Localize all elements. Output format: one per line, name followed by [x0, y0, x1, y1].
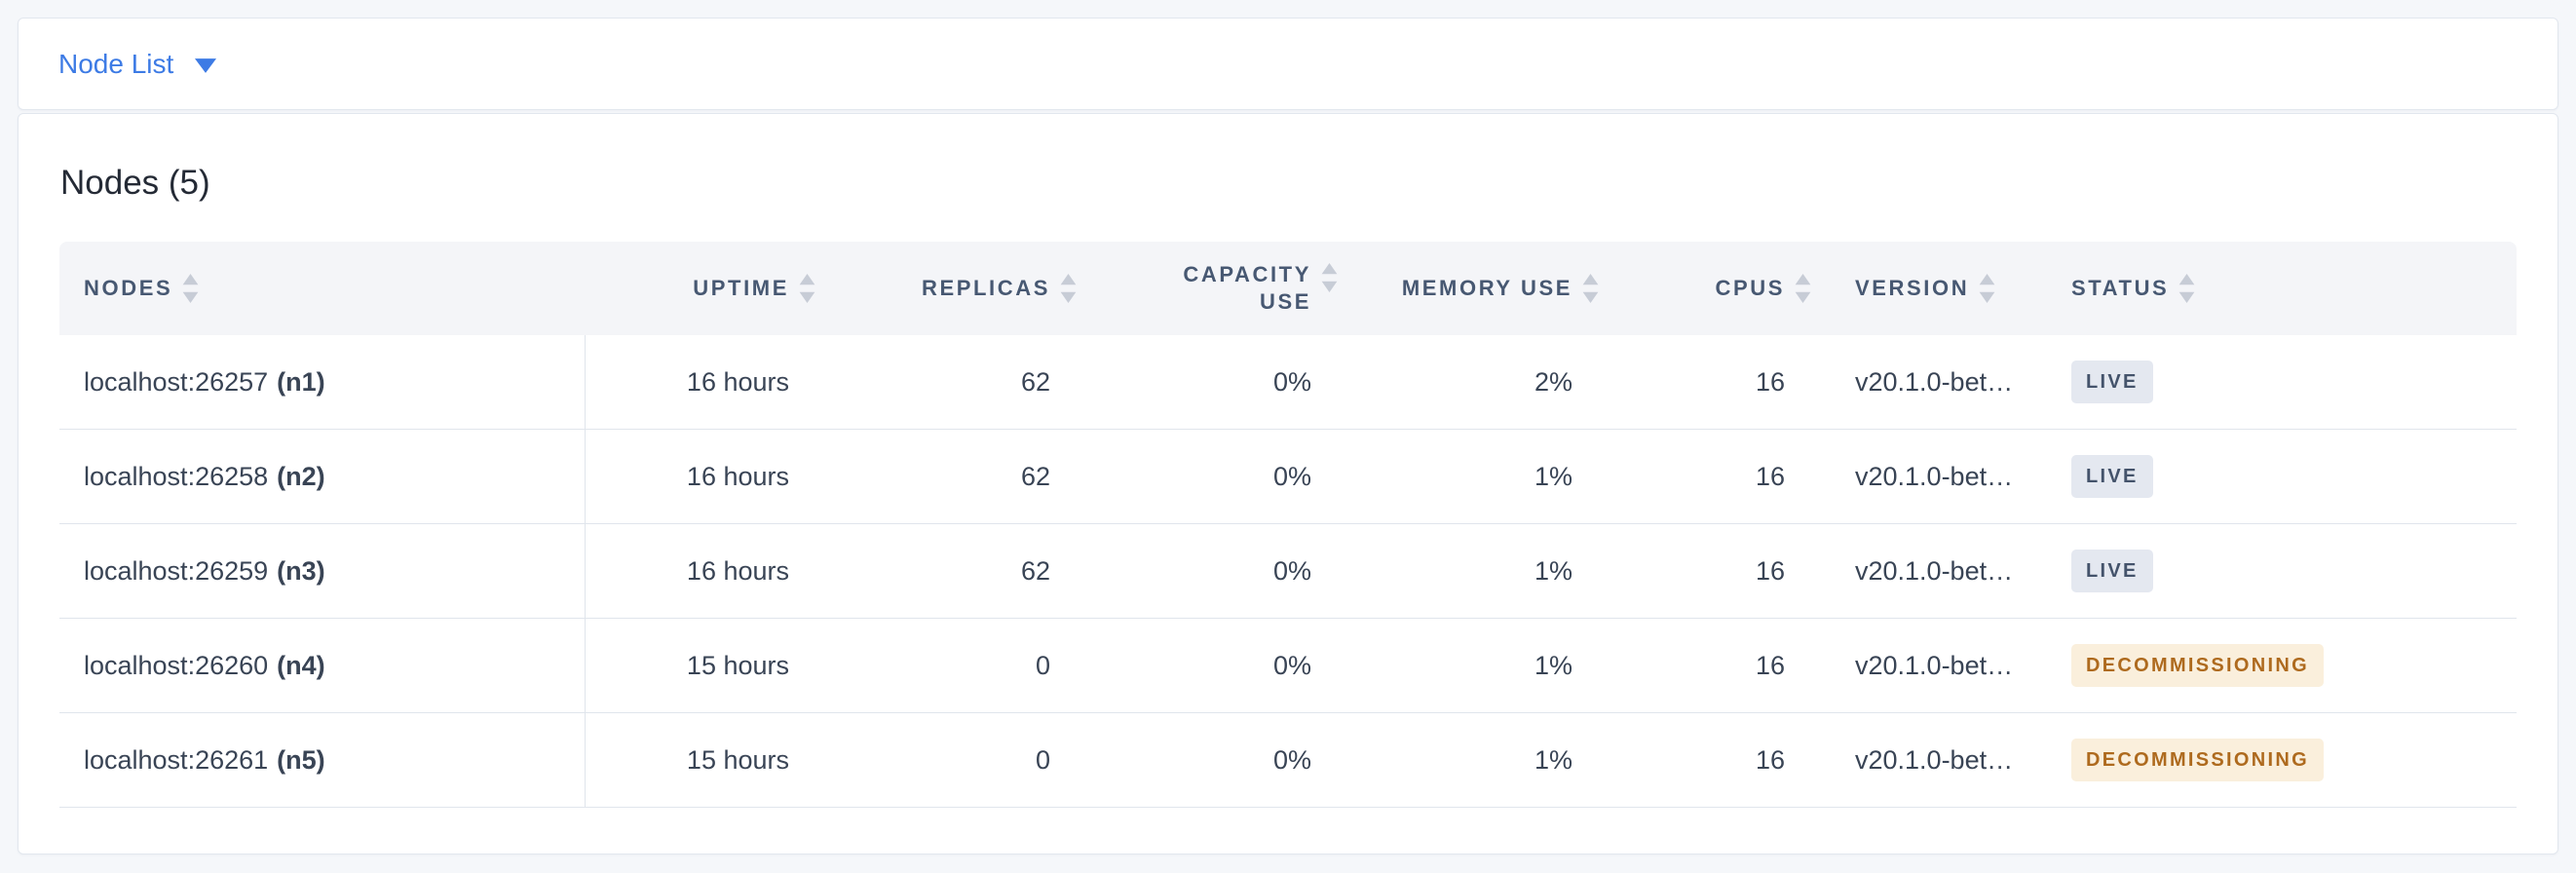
sort-icon	[1321, 263, 1338, 293]
page-title: Nodes (5)	[60, 164, 210, 202]
replicas-cell: 62	[1020, 461, 1050, 491]
node-id: (n1)	[277, 366, 325, 397]
sort-icon	[182, 274, 199, 304]
column-header-replicas[interactable]: REPLICAS	[824, 242, 1085, 335]
version-cell: v20.1.0-bet…	[1855, 461, 2014, 491]
nodes-cell: localhost:26261 (n5)	[59, 713, 586, 808]
column-header-status[interactable]: STATUS	[2064, 242, 2517, 335]
node-address: localhost:26258	[84, 461, 269, 491]
view-selector-label: Node List	[58, 48, 174, 79]
memory-use-cell: 1%	[1534, 461, 1572, 491]
sort-icon	[1795, 274, 1811, 304]
view-selector-bar: Node List	[18, 18, 2558, 110]
sort-icon	[1582, 274, 1599, 304]
cpus-cell: 16	[1755, 366, 1785, 397]
node-id: (n5)	[277, 744, 325, 775]
uptime-cell: 16 hours	[686, 366, 789, 397]
column-header-capacity-use[interactable]: CAPACITY USE	[1085, 242, 1346, 335]
version-cell: v20.1.0-bet…	[1855, 744, 2014, 775]
uptime-cell: 15 hours	[686, 650, 789, 680]
capacity-use-cell: 0%	[1272, 650, 1311, 680]
table-row[interactable]: localhost:26261 (n5) 15 hours 0 0% 1% 16…	[59, 713, 2517, 809]
replicas-cell: 0	[1035, 744, 1050, 775]
node-id: (n3)	[277, 555, 325, 586]
node-address: localhost:26261	[84, 744, 269, 775]
version-cell: v20.1.0-bet…	[1855, 650, 2014, 680]
column-header-cpus[interactable]: CPUS	[1608, 242, 1820, 335]
capacity-use-cell: 0%	[1272, 366, 1311, 397]
table-row[interactable]: localhost:26259 (n3) 16 hours 62 0% 1% 1…	[59, 524, 2517, 620]
version-cell: v20.1.0-bet…	[1855, 366, 2014, 397]
table-body: localhost:26257 (n1) 16 hours 62 0% 2% 1…	[59, 335, 2517, 809]
memory-use-cell: 1%	[1534, 650, 1572, 680]
capacity-use-cell: 0%	[1272, 555, 1311, 586]
cpus-cell: 16	[1755, 744, 1785, 775]
nodes-cell: localhost:26257 (n1)	[59, 335, 586, 430]
nodes-card: Nodes (5) NODES UPTIME REPLICAS CAPACITY…	[18, 113, 2558, 855]
cpus-cell: 16	[1755, 461, 1785, 491]
status-badge: DECOMMISSIONING	[2071, 644, 2324, 688]
node-address: localhost:26257	[84, 366, 269, 397]
table-row[interactable]: localhost:26257 (n1) 16 hours 62 0% 2% 1…	[59, 335, 2517, 431]
memory-use-cell: 1%	[1534, 744, 1572, 775]
column-header-memory-use[interactable]: MEMORY USE	[1346, 242, 1608, 335]
cpus-cell: 16	[1755, 555, 1785, 586]
view-selector-dropdown[interactable]: Node List	[58, 48, 217, 80]
sort-icon	[1060, 274, 1077, 304]
status-badge: LIVE	[2071, 361, 2153, 404]
status-cell: LIVE	[2064, 524, 2517, 618]
node-address: localhost:26260	[84, 650, 269, 680]
caret-down-icon	[195, 57, 217, 73]
status-badge: LIVE	[2071, 455, 2153, 499]
nodes-table: NODES UPTIME REPLICAS CAPACITY USE MEMOR…	[59, 242, 2517, 809]
uptime-cell: 16 hours	[686, 461, 789, 491]
replicas-cell: 0	[1035, 650, 1050, 680]
status-cell: DECOMMISSIONING	[2064, 713, 2517, 807]
replicas-cell: 62	[1020, 555, 1050, 586]
memory-use-cell: 2%	[1534, 366, 1572, 397]
replicas-cell: 62	[1020, 366, 1050, 397]
status-badge: LIVE	[2071, 550, 2153, 593]
sort-icon	[1979, 274, 1995, 304]
status-cell: LIVE	[2064, 335, 2517, 429]
column-header-uptime[interactable]: UPTIME	[586, 242, 824, 335]
status-badge: DECOMMISSIONING	[2071, 739, 2324, 782]
sort-icon	[799, 274, 815, 304]
table-row[interactable]: localhost:26260 (n4) 15 hours 0 0% 1% 16…	[59, 619, 2517, 714]
cpus-cell: 16	[1755, 650, 1785, 680]
nodes-cell: localhost:26259 (n3)	[59, 524, 586, 619]
memory-use-cell: 1%	[1534, 555, 1572, 586]
uptime-cell: 15 hours	[686, 744, 789, 775]
column-header-version[interactable]: VERSION	[1820, 242, 2064, 335]
nodes-cell: localhost:26260 (n4)	[59, 619, 586, 713]
sort-icon	[2178, 274, 2195, 304]
node-id: (n2)	[277, 461, 325, 491]
column-header-nodes[interactable]: NODES	[59, 242, 586, 335]
capacity-use-cell: 0%	[1272, 461, 1311, 491]
status-cell: LIVE	[2064, 430, 2517, 523]
version-cell: v20.1.0-bet…	[1855, 555, 2014, 586]
node-id: (n4)	[277, 650, 325, 680]
table-row[interactable]: localhost:26258 (n2) 16 hours 62 0% 1% 1…	[59, 430, 2517, 525]
capacity-use-cell: 0%	[1272, 744, 1311, 775]
node-address: localhost:26259	[84, 555, 269, 586]
table-header-row: NODES UPTIME REPLICAS CAPACITY USE MEMOR…	[59, 242, 2517, 336]
nodes-cell: localhost:26258 (n2)	[59, 430, 586, 524]
uptime-cell: 16 hours	[686, 555, 789, 586]
status-cell: DECOMMISSIONING	[2064, 619, 2517, 712]
